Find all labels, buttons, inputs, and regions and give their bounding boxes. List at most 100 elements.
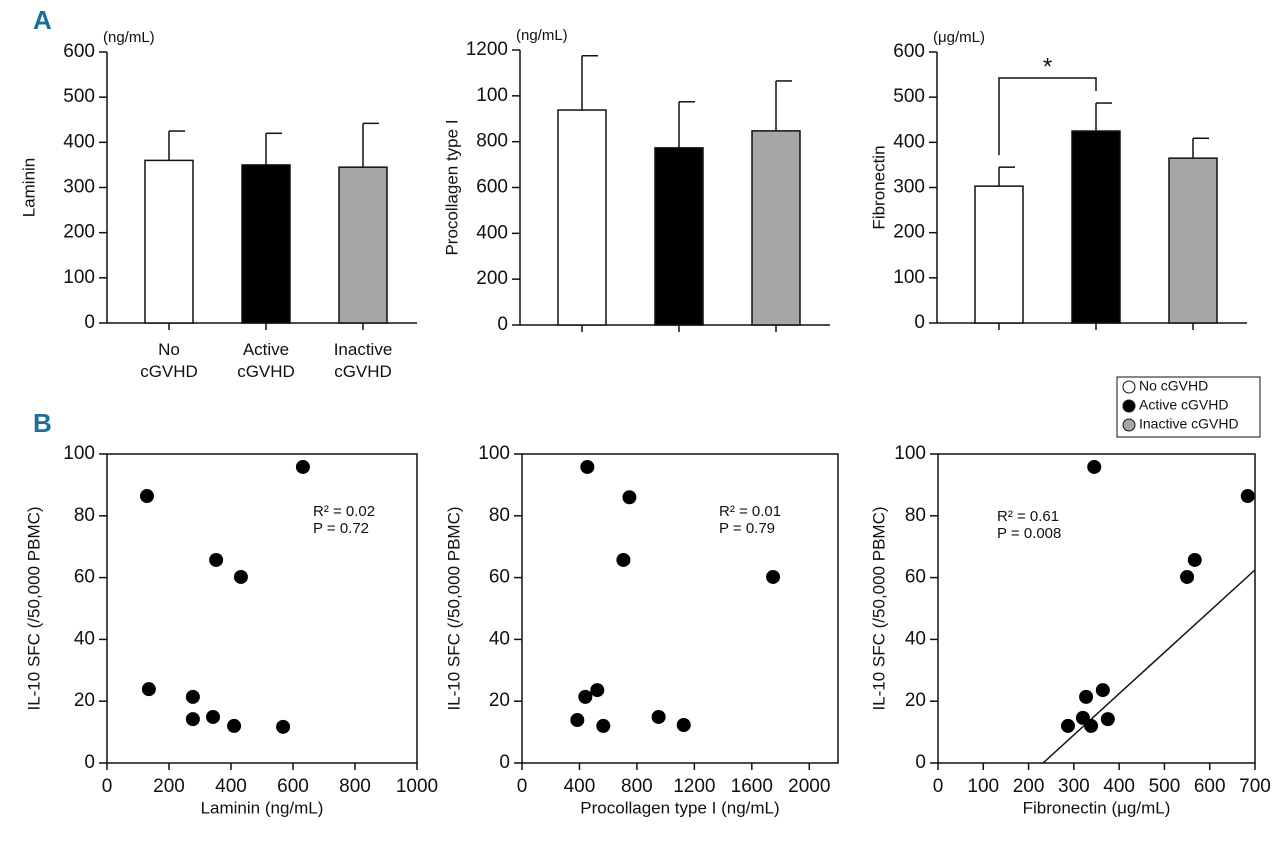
y-tick-label: 100: [476, 85, 508, 106]
legend-marker: [1122, 418, 1136, 432]
point: [622, 490, 637, 505]
point: [227, 718, 242, 733]
point: [570, 713, 585, 728]
y-tick-label: 0: [499, 752, 510, 773]
y-tick-label: 600: [893, 41, 925, 62]
bar: [1168, 157, 1218, 324]
y-tick-label: 80: [489, 505, 510, 526]
y-tick-label: 0: [915, 752, 926, 773]
y-tick-label: 400: [893, 131, 925, 152]
y-tick-label: 500: [893, 86, 925, 107]
y-tick-label: 0: [914, 312, 925, 333]
point: [1240, 489, 1255, 504]
x-tick-label: 800: [621, 776, 653, 797]
x-tick-label: 2000: [788, 776, 830, 797]
y-tick-label: 500: [63, 86, 95, 107]
bar: [654, 147, 704, 326]
category-label-box: Inactive cGVHD: [333, 340, 393, 381]
y-axis-label: IL-10 SFC (/50,000 PBMC): [24, 506, 43, 710]
y-tick-label: 40: [489, 628, 510, 649]
panel-label: B: [33, 408, 52, 438]
x-tick-label: No cGVHD: [140, 340, 198, 381]
y-tick-label: 100: [894, 443, 926, 464]
y-tick-label: 600: [63, 41, 95, 62]
point: [578, 689, 593, 704]
point: [1095, 683, 1110, 698]
x-tick-label: Inactive cGVHD: [333, 340, 393, 381]
x-axis-label: Laminin (ng/mL): [201, 798, 324, 817]
y-tick-label: 100: [478, 443, 510, 464]
y-tick-label: 400: [476, 222, 508, 243]
y-tick-label: 300: [63, 177, 95, 198]
y-tick-label: 1200: [466, 39, 508, 60]
y-tick-label: 20: [905, 690, 926, 711]
x-tick-label: 0: [517, 776, 528, 797]
y-axis-label: IL-10 SFC (/50,000 PBMC): [444, 506, 463, 710]
x-axis-label: Procollagen type I (ng/mL): [580, 798, 779, 817]
x-tick-label: 600: [277, 776, 309, 797]
y-axis-label: Fibronectin: [869, 145, 888, 229]
stat-annotation: P = 0.72: [313, 520, 369, 537]
y-tick-label: 20: [74, 690, 95, 711]
point: [596, 718, 611, 733]
bar: [751, 130, 801, 326]
y-tick-label: 400: [63, 131, 95, 152]
y-tick-label: 0: [497, 314, 508, 335]
y-tick-label: 100: [63, 443, 95, 464]
y-tick-label: 200: [63, 222, 95, 243]
y-tick-label: 40: [74, 628, 95, 649]
point: [580, 459, 595, 474]
point: [1084, 718, 1099, 733]
point: [590, 683, 605, 698]
x-tick-label: 0: [933, 776, 944, 797]
bar: [557, 109, 607, 326]
x-tick-label: 1200: [673, 776, 715, 797]
point: [766, 569, 781, 584]
significance-bracket: [998, 77, 1097, 156]
bar: [1071, 130, 1121, 324]
point: [276, 719, 291, 734]
stat-annotation: P = 0.79: [719, 520, 775, 537]
x-tick-label: 700: [1239, 776, 1271, 797]
point: [1087, 459, 1102, 474]
y-tick-label: 80: [905, 505, 926, 526]
x-tick-label: 400: [564, 776, 596, 797]
point: [1187, 552, 1202, 567]
point: [1060, 718, 1075, 733]
x-tick-label: 400: [1103, 776, 1135, 797]
y-tick-label: 200: [476, 268, 508, 289]
y-tick-label: 600: [476, 177, 508, 198]
x-tick-label: 1600: [731, 776, 773, 797]
legend-marker: [1122, 399, 1136, 413]
panel-label: A: [33, 5, 52, 35]
legend-box: [1116, 376, 1261, 438]
x-tick-label: 600: [1194, 776, 1226, 797]
point: [1079, 689, 1094, 704]
y-axis-label: Procollagen type I: [442, 119, 461, 255]
stat-annotation: R² = 0.02: [313, 503, 375, 520]
point: [651, 709, 666, 724]
y-tick-label: 60: [74, 567, 95, 588]
fit-line: [1042, 569, 1256, 764]
x-tick-label: 1000: [396, 776, 438, 797]
y-tick-label: 60: [489, 567, 510, 588]
point: [233, 569, 248, 584]
plot-frame: [937, 453, 1256, 764]
unit-label: (ng/mL): [516, 27, 568, 44]
y-tick-label: 80: [74, 505, 95, 526]
unit-label: (μg/mL): [933, 29, 985, 46]
x-tick-label: 100: [967, 776, 999, 797]
point: [139, 489, 154, 504]
category-label-box: No cGVHD: [140, 340, 198, 381]
legend-label: Inactive cGVHD: [1139, 416, 1239, 432]
stat-annotation: P = 0.008: [997, 525, 1061, 542]
y-tick-label: 20: [489, 690, 510, 711]
plot-frame: [521, 453, 839, 764]
legend-label: Active cGVHD: [1139, 397, 1228, 413]
y-tick-label: 200: [893, 222, 925, 243]
x-tick-label: 200: [153, 776, 185, 797]
x-tick-label: 800: [339, 776, 371, 797]
y-axis-label: IL-10 SFC (/50,000 PBMC): [869, 506, 888, 710]
bar: [144, 159, 194, 324]
